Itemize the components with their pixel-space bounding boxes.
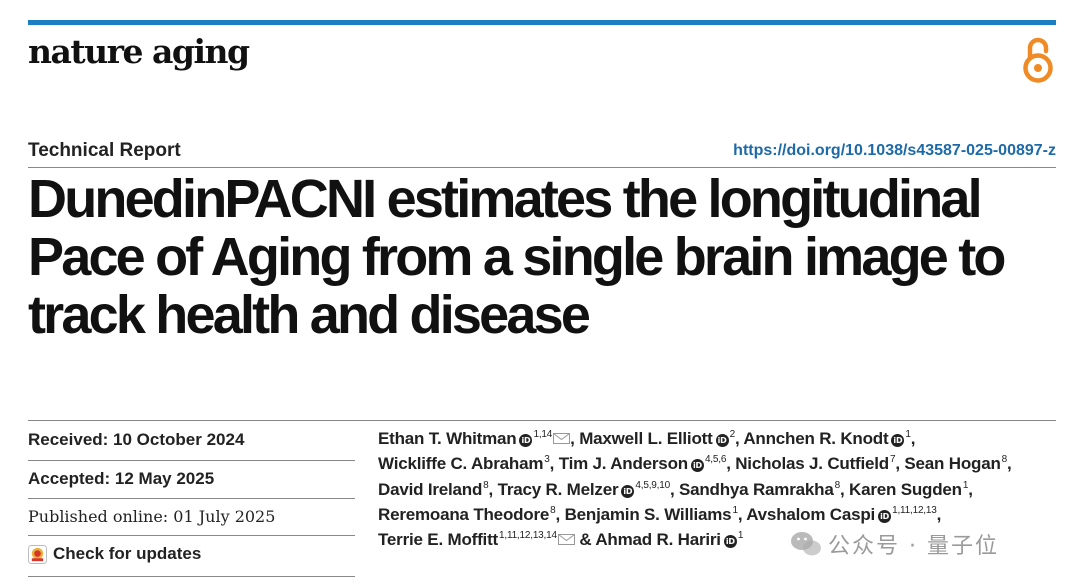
author-name: Wickliffe C. Abraham <box>378 454 544 474</box>
author-affiliation: 7 <box>889 454 896 466</box>
author-name: David Ireland <box>378 479 483 499</box>
author[interactable]: & Ahmad R. Hariri iD1 <box>579 530 743 549</box>
author[interactable]: Karen Sugden1 <box>849 480 968 499</box>
orcid-icon[interactable]: iD <box>715 434 729 447</box>
orcid-icon[interactable]: iD <box>519 434 533 447</box>
orcid-icon[interactable]: iD <box>621 484 635 498</box>
author-name: Ethan T. Whitman <box>378 429 517 448</box>
orcid-icon[interactable]: iD <box>878 509 892 523</box>
author[interactable]: Nicholas J. Cutfield7 <box>735 454 895 473</box>
author[interactable]: Sean Hogan8 <box>904 454 1007 473</box>
email-icon[interactable] <box>553 433 571 444</box>
author[interactable]: Wickliffe C. Abraham3 <box>378 454 550 473</box>
author-name: Benjamin S. Williams <box>564 504 732 524</box>
date-divider-4 <box>28 576 355 577</box>
author[interactable]: Benjamin S. Williams1 <box>565 505 738 524</box>
author-affiliation: 4,5,9,10 <box>635 479 670 491</box>
received-date: Received: 10 October 2024 <box>28 430 245 449</box>
author[interactable]: Maxwell L. Elliott iD2 <box>579 429 735 448</box>
wechat-logo-icon <box>791 532 821 556</box>
check-updates-icon <box>28 544 47 564</box>
author-affiliation: 8 <box>550 504 556 516</box>
author-name: Maxwell L. Elliott <box>579 429 713 448</box>
article-title: DunedinPACNI estimates the longitudinal … <box>28 170 1058 344</box>
check-updates-label: Check for updates <box>53 544 202 563</box>
author-name: Sean Hogan <box>904 454 1001 474</box>
author-affiliation: 1 <box>732 504 738 516</box>
author-name: Ahmad R. Hariri <box>595 530 721 550</box>
author[interactable]: Annchen R. Knodt iD1 <box>743 429 911 448</box>
author[interactable]: Terrie E. Moffitt1,11,12,13,14 <box>378 530 575 549</box>
author-name: Sandhya Ramrakha <box>678 479 834 499</box>
date-divider-2 <box>28 498 355 499</box>
author-affiliation: 1,11,12,13 <box>892 504 937 516</box>
open-access-lock-icon <box>1023 37 1053 83</box>
doi-link[interactable]: https://doi.org/10.1038/s43587-025-00897… <box>733 142 1056 159</box>
author-affiliation: 8 <box>1001 454 1008 466</box>
author[interactable]: Tim J. Anderson iD4,5,6 <box>559 454 727 473</box>
author-affiliation: 2 <box>729 429 736 440</box>
title-line-1: DunedinPACNI estimates the longitudinal <box>28 169 983 229</box>
orcid-icon[interactable]: iD <box>723 535 737 549</box>
title-line-2: Pace of Aging from a single brain image … <box>28 227 1006 287</box>
author-name: Tracy R. Melzer <box>497 479 619 499</box>
orcid-icon[interactable]: iD <box>690 459 704 473</box>
article-type: Technical Report <box>28 140 181 161</box>
accepted-date: Accepted: 12 May 2025 <box>28 469 215 488</box>
meta-top-divider <box>28 420 1056 421</box>
published-date: Published online: 01 July 2025 <box>28 507 276 526</box>
date-divider-3 <box>28 535 355 536</box>
author-affiliation: 1 <box>737 530 744 542</box>
author-affiliation: 8 <box>483 479 489 491</box>
title-line-3: track health and disease <box>28 285 591 345</box>
author-affiliation: 1 <box>905 429 911 440</box>
author[interactable]: Ethan T. Whitman iD1,14 <box>378 429 571 448</box>
author-affiliation: 1,14 <box>533 429 553 440</box>
watermark-text: 公众号 · 量子位 <box>828 534 999 559</box>
journal-accent-bar <box>28 20 1056 25</box>
author-prefix: & <box>579 530 596 550</box>
watermark: 公众号 · 量子位 <box>790 528 999 560</box>
author-affiliation: 1 <box>962 479 969 491</box>
header-divider <box>28 167 1056 168</box>
author-name: Terrie E. Moffitt <box>378 530 499 550</box>
author-name: Tim J. Anderson <box>558 454 688 474</box>
author[interactable]: Avshalom Caspi iD1,11,12,13 <box>746 504 937 524</box>
journal-logo[interactable]: nature aging <box>28 32 250 71</box>
author-affiliation: 4,5,6 <box>704 454 727 466</box>
orcid-icon[interactable]: iD <box>891 434 905 447</box>
author-name: Nicholas J. Cutfield <box>735 454 889 474</box>
author[interactable]: Reremoana Theodore8 <box>378 505 556 524</box>
author-name: Annchen R. Knodt <box>743 429 889 448</box>
author-list: Ethan T. Whitman iD1,14, Maxwell L. Ellio… <box>378 429 1012 550</box>
author-name: Reremoana Theodore <box>378 504 550 524</box>
author-name: Avshalom Caspi <box>746 504 876 524</box>
author[interactable]: David Ireland8 <box>378 480 489 499</box>
author[interactable]: Sandhya Ramrakha8 <box>679 480 840 499</box>
author-affiliation: 3 <box>544 454 550 466</box>
author-affiliation: 8 <box>834 479 841 491</box>
email-icon[interactable] <box>557 534 575 546</box>
author-affiliation: 1,11,12,13,14 <box>499 530 557 542</box>
date-divider-1 <box>28 460 355 461</box>
author[interactable]: Tracy R. Melzer iD4,5,9,10 <box>497 479 671 499</box>
author-name: Karen Sugden <box>849 479 962 499</box>
check-for-updates-button[interactable]: Check for updates <box>28 544 201 564</box>
